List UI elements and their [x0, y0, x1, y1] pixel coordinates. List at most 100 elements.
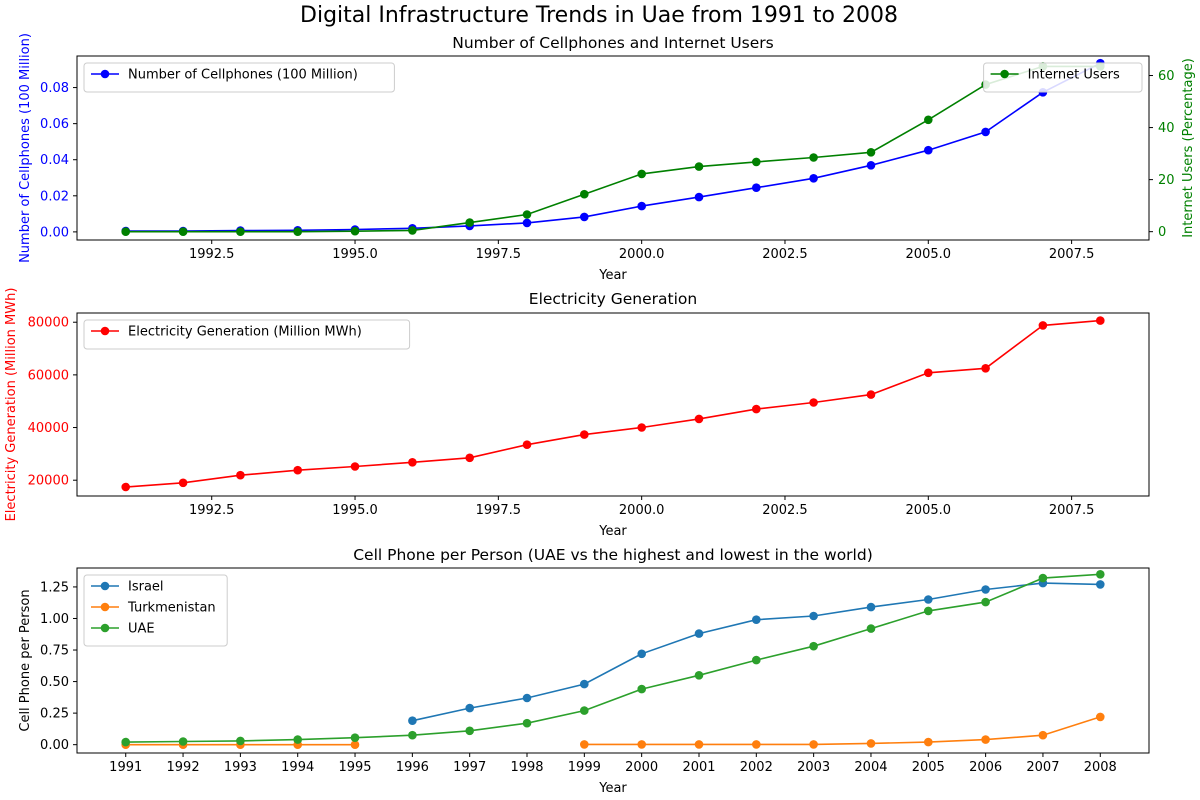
- legend-entry: UAE: [128, 622, 155, 637]
- data-point: [350, 226, 360, 236]
- data-point: [809, 611, 818, 621]
- data-point: [350, 733, 360, 742]
- data-point: [866, 739, 876, 748]
- data-point: [694, 740, 704, 749]
- legend: Israel Turkmenistan UAE: [83, 574, 228, 647]
- data-point: [522, 718, 532, 728]
- legend-entry: Electricity Generation (Million MWh): [128, 325, 362, 340]
- x-tick-label: 1999: [568, 760, 601, 775]
- y-right-tick-label: 60: [1158, 69, 1175, 84]
- x-axis-label: Year: [598, 524, 627, 539]
- x-tick-label: 2007.5: [1049, 503, 1095, 518]
- legend-frame: [983, 62, 1143, 93]
- x-tick-label: 2008: [1084, 760, 1117, 775]
- data-point: [580, 430, 589, 439]
- legend: Electricity Generation (Million MWh): [83, 319, 411, 350]
- data-point: [637, 649, 646, 659]
- data-point: [121, 737, 130, 747]
- x-tick-label: 1992: [167, 760, 200, 775]
- x-tick-label: 1994: [281, 760, 314, 775]
- x-tick-label: 1997.5: [476, 503, 522, 518]
- x-tick-label: 1992.5: [189, 247, 235, 262]
- y-tick-label: 60000: [28, 368, 69, 383]
- y-tick-label: 0.75: [40, 644, 69, 659]
- data-point: [866, 624, 876, 633]
- data-point: [1096, 570, 1105, 579]
- data-point: [694, 414, 704, 424]
- chart-panel-1: Number of Cellphones and Internet Users 1…: [18, 33, 1196, 283]
- data-point: [178, 478, 188, 488]
- data-point: [924, 145, 933, 155]
- data-point: [924, 737, 933, 747]
- data-point: [924, 595, 933, 604]
- series-line: [125, 65, 1101, 233]
- data-point: [981, 127, 990, 137]
- x-axis-label: Year: [598, 781, 627, 796]
- plot-area-frame: [76, 55, 1150, 241]
- data-point: [350, 740, 360, 749]
- legend-marker: [1000, 69, 1009, 79]
- x-tick-label: 1995.0: [332, 247, 378, 262]
- data-point: [580, 212, 589, 222]
- data-point: [121, 482, 130, 492]
- data-point: [1038, 573, 1048, 583]
- data-point: [293, 465, 303, 475]
- data-point: [752, 157, 761, 167]
- data-point: [809, 398, 818, 407]
- data-point: [924, 368, 933, 378]
- data-point: [236, 227, 245, 236]
- legend-entry: Israel: [128, 580, 164, 595]
- y-axis-label: Cell Phone per Person: [18, 589, 33, 731]
- series-uae: [121, 570, 1105, 747]
- data-point: [809, 641, 818, 651]
- data-point: [752, 183, 761, 192]
- data-point: [637, 423, 646, 432]
- series-turkmenistan: [121, 712, 1105, 749]
- x-tick-label: 2000.0: [619, 503, 665, 518]
- x-tick-label: 2002.5: [762, 247, 808, 262]
- legend-frame: [83, 62, 395, 93]
- legend: Internet Users: [983, 62, 1143, 93]
- x-tick-label: 2002.5: [762, 503, 808, 518]
- data-point: [408, 226, 417, 235]
- data-point: [981, 585, 990, 594]
- x-tick-label: 2004: [854, 760, 887, 775]
- data-point: [637, 684, 646, 694]
- x-axis-label: Year: [598, 268, 627, 283]
- y-tick-label: 80000: [28, 316, 69, 331]
- data-point: [752, 615, 761, 624]
- x-tick-label: 1993: [224, 760, 257, 775]
- x-tick-label: 2007: [1026, 760, 1059, 775]
- data-point: [408, 730, 417, 740]
- data-point: [1096, 580, 1105, 589]
- data-point: [408, 458, 417, 467]
- data-point: [924, 115, 933, 125]
- y-right-tick-label: 40: [1158, 121, 1175, 136]
- x-tick-label: 2003: [797, 760, 830, 775]
- y-right-axis-label: Internet Users (Percentage): [1181, 58, 1196, 238]
- legend-entry: Internet Users: [1028, 68, 1120, 83]
- x-tick-label: 2007.5: [1049, 247, 1095, 262]
- data-point: [866, 390, 876, 399]
- data-point: [236, 736, 245, 746]
- legend-marker: [100, 326, 110, 336]
- y-tick-label: 0.25: [40, 707, 69, 722]
- data-point: [522, 440, 532, 450]
- data-point: [522, 218, 532, 228]
- data-point: [1096, 316, 1105, 325]
- data-point: [236, 470, 245, 480]
- x-tick-label: 2000: [625, 760, 658, 775]
- y-right-tick-label: 0: [1158, 225, 1166, 240]
- series-line: [125, 573, 1101, 743]
- data-point: [981, 735, 990, 744]
- x-tick-label: 2002: [740, 760, 773, 775]
- data-point: [408, 716, 417, 725]
- data-point: [924, 606, 933, 616]
- legend-frame: [83, 319, 411, 350]
- data-point: [580, 706, 589, 715]
- legend: Number of Cellphones (100 Million): [83, 62, 395, 93]
- legend-entry: Turkmenistan: [127, 601, 216, 616]
- charts: Number of Cellphones and Internet Users 1…: [4, 33, 1196, 796]
- chart-panel-3: Cell Phone per Person (UAE vs the highes…: [18, 546, 1150, 796]
